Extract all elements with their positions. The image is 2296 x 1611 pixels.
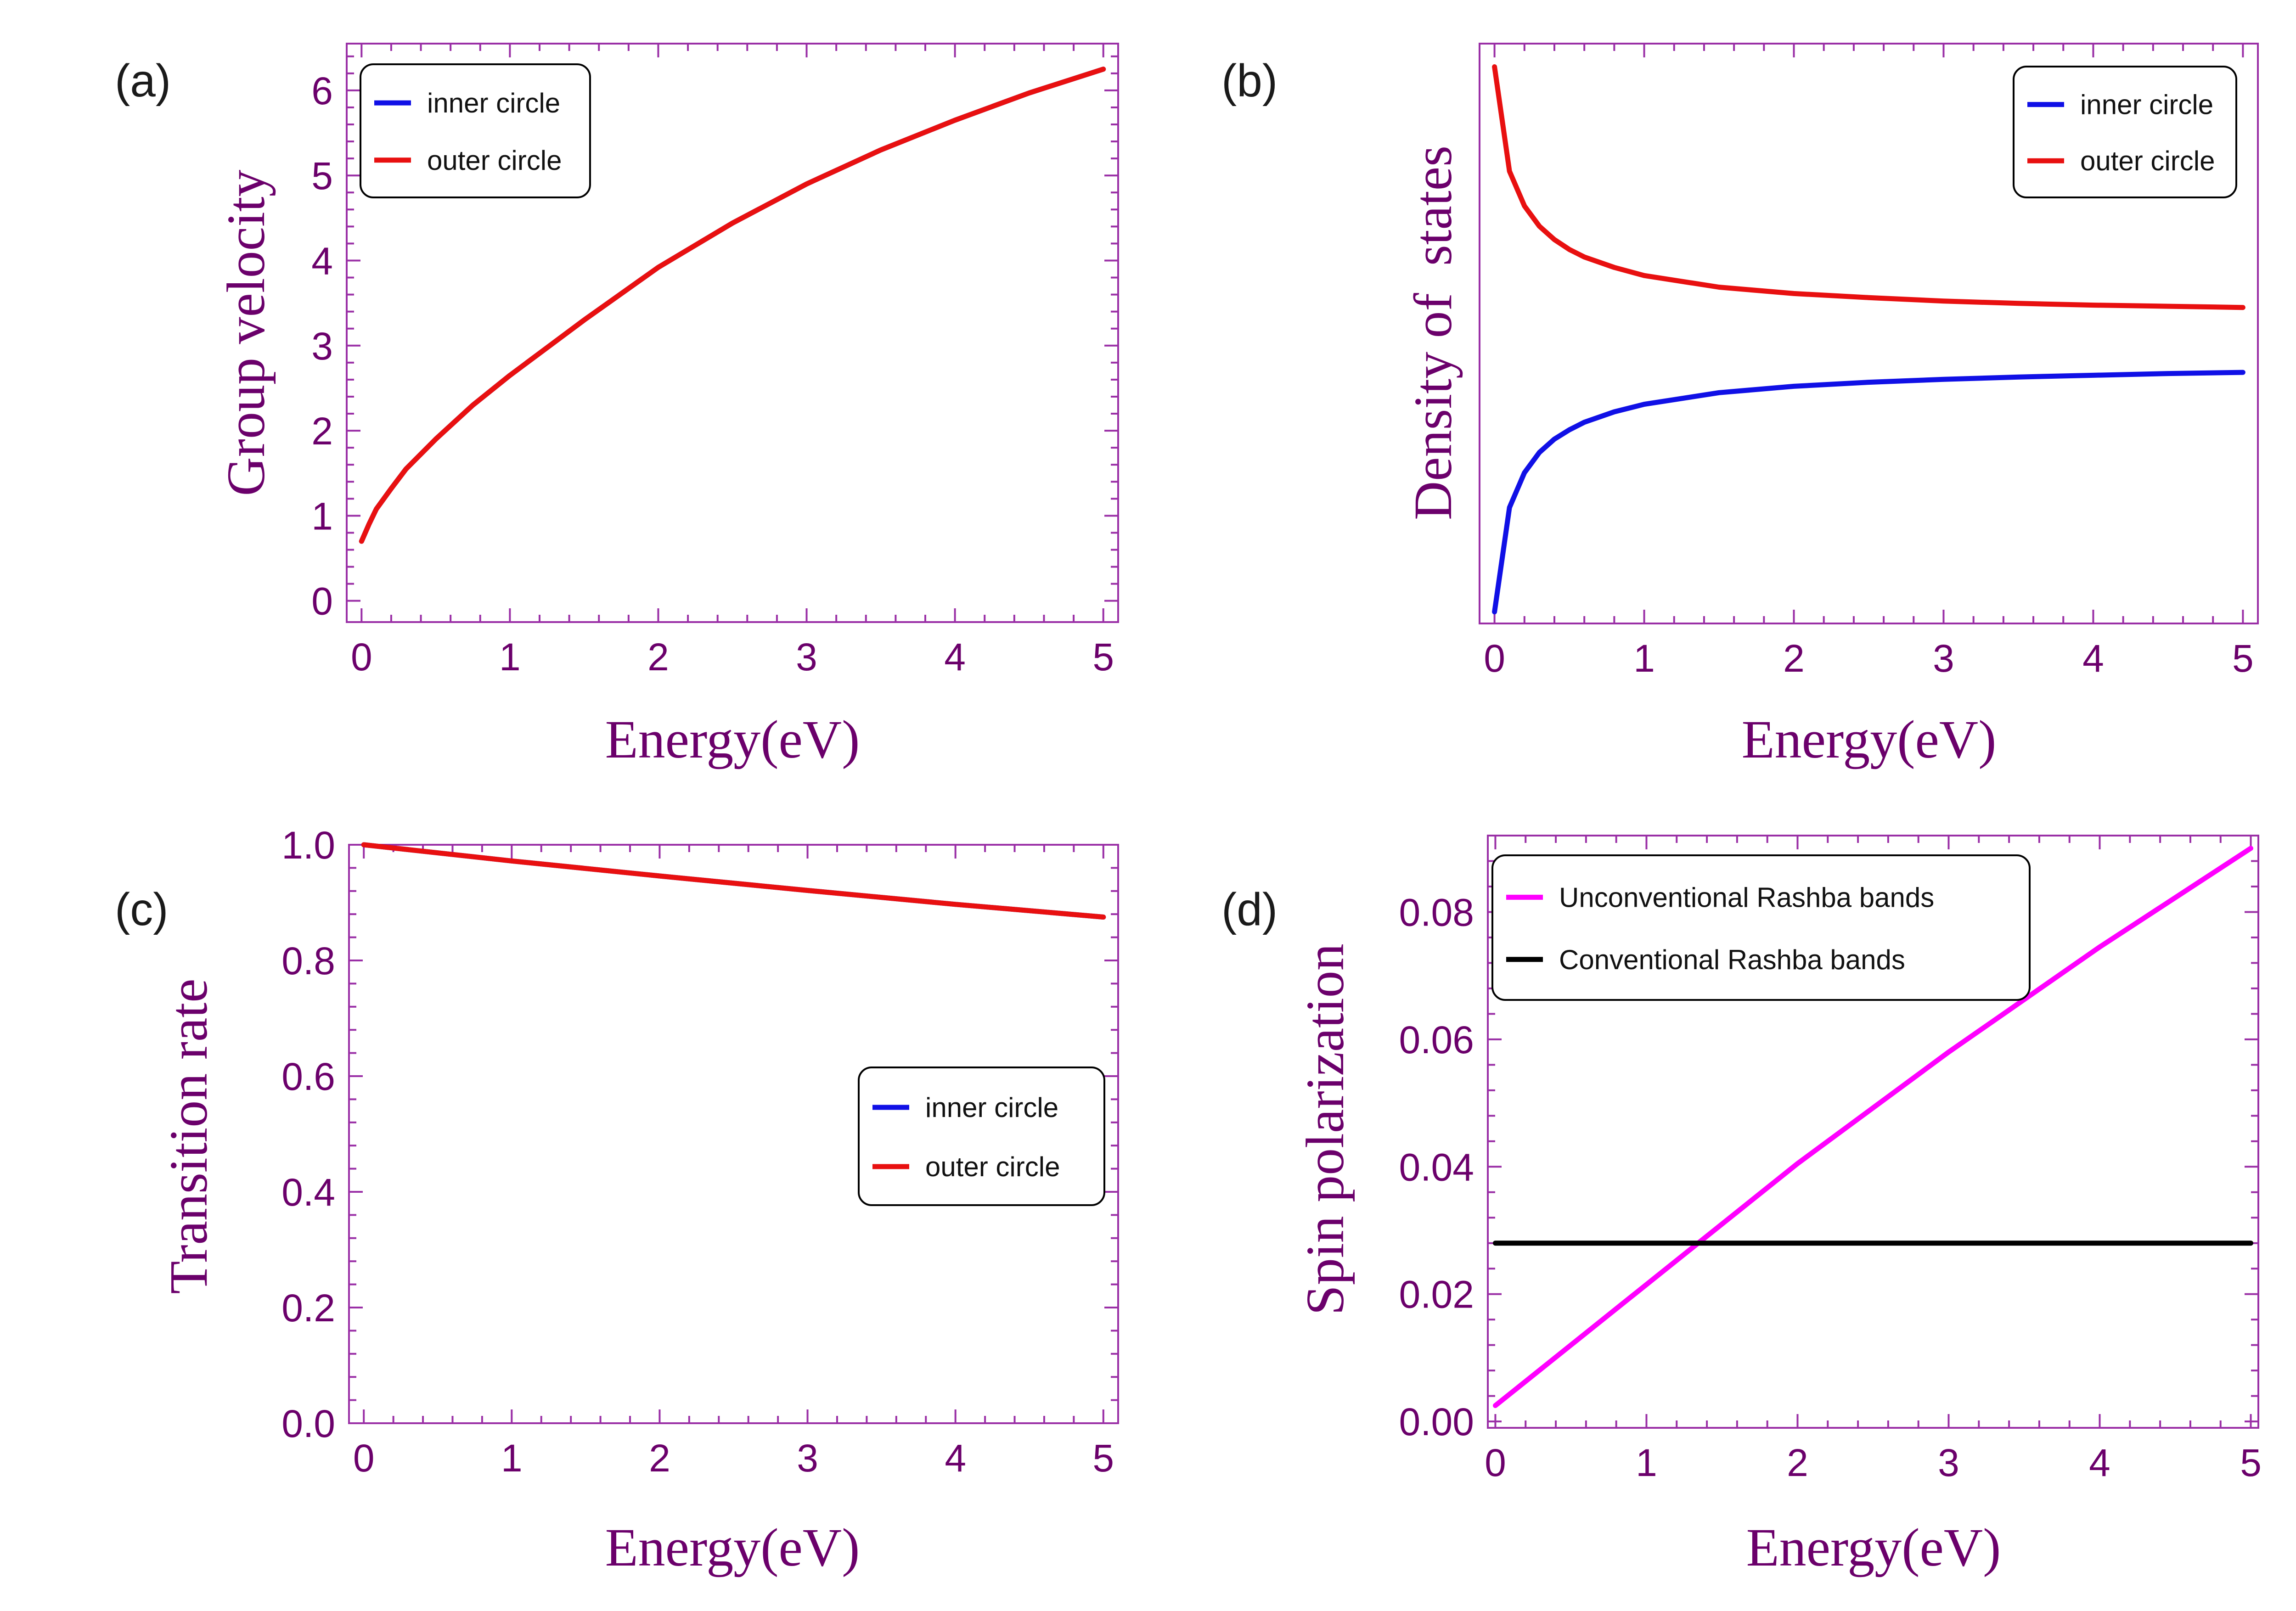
x-axis-title: Energy(eV)	[1742, 709, 1997, 769]
legend-label: outer circle	[427, 145, 562, 176]
legend-box	[2013, 66, 2237, 198]
plot-frame	[1487, 835, 2259, 1429]
y-tick-label: 0	[311, 580, 333, 623]
y-tick-label: 0.0	[281, 1402, 335, 1445]
x-tick-label: 1	[499, 635, 521, 679]
series-line-outer-circle	[359, 67, 1106, 544]
y-tick-label: 6	[311, 69, 333, 112]
series-line-inner-circle	[1492, 370, 2245, 615]
x-tick-label: 4	[944, 635, 966, 679]
x-tick-label: 2	[1787, 1441, 1808, 1484]
x-tick-label: 1	[1633, 637, 1655, 680]
series-line-outer-circle	[1492, 64, 2245, 310]
y-tick-label: 1.0	[281, 824, 335, 867]
y-tick-label: 1	[311, 494, 333, 538]
y-tick-label: 4	[311, 240, 333, 283]
x-tick-label: 5	[2232, 637, 2254, 680]
series-line-unconventional-rashba-bands	[1493, 846, 2253, 1408]
x-tick-label: 4	[945, 1437, 966, 1480]
legend: Unconventional Rashba bands Conventional …	[1491, 854, 2031, 1001]
legend-label: Conventional Rashba bands	[1559, 944, 1905, 975]
legend-box	[858, 1067, 1105, 1206]
legend-box	[1491, 854, 2031, 1001]
legend-label: inner circle	[2080, 90, 2213, 120]
panel-label: (a)	[115, 55, 171, 107]
x-tick-label: 5	[1092, 635, 1114, 679]
x-tick-label: 1	[501, 1437, 523, 1480]
x-axis-title: Energy(eV)	[1746, 1517, 2001, 1577]
panel-label: (c)	[115, 884, 169, 935]
y-tick-label: 5	[311, 154, 333, 197]
x-tick-label: 4	[2089, 1441, 2110, 1484]
y-tick-label: 2	[311, 410, 333, 453]
y-tick-label: 0.06	[1399, 1018, 1474, 1061]
legend-label: outer circle	[2080, 146, 2215, 176]
y-axis-title: Density of states	[1403, 146, 1463, 520]
x-axis-title: Energy(eV)	[605, 709, 860, 769]
x-tick-label: 3	[796, 635, 817, 679]
y-axis-title: Transition rate	[158, 978, 219, 1294]
legend: inner circle outer circle	[2013, 66, 2237, 198]
panel-c: 0 1 2 3 4 5 0.0 0.2 0.4 0.6 0.8 1.0 inner circle oute…	[115, 824, 1119, 1577]
x-tick-label: 3	[797, 1437, 818, 1480]
x-tick-label: 0	[353, 1437, 375, 1480]
legend: inner circle outer circle	[360, 63, 591, 198]
x-tick-label: 5	[2240, 1441, 2262, 1484]
plot-frame	[1479, 43, 2259, 624]
x-tick-label: 2	[649, 1437, 670, 1480]
legend-box	[360, 63, 591, 198]
plot-frame	[348, 844, 1119, 1424]
legend-label: inner circle	[427, 88, 560, 118]
y-tick-label: 0.4	[281, 1171, 335, 1214]
x-tick-label: 3	[1938, 1441, 1959, 1484]
panel-label: (d)	[1221, 884, 1277, 935]
x-tick-label: 2	[1783, 637, 1805, 680]
legend: inner circle outer circle	[858, 1067, 1105, 1206]
y-tick-label: 0.8	[281, 939, 335, 982]
x-tick-label: 2	[647, 635, 669, 679]
y-tick-label: 0.04	[1399, 1145, 1474, 1189]
x-tick-label: 4	[2082, 637, 2104, 680]
x-tick-label: 0	[351, 635, 372, 679]
y-tick-label: 0.00	[1399, 1400, 1474, 1443]
legend-label: Unconventional Rashba bands	[1559, 882, 1934, 913]
x-tick-label: 0	[1485, 1441, 1506, 1484]
x-tick-label: 3	[1933, 637, 1954, 680]
y-tick-label: 3	[311, 325, 333, 368]
panel-a: 0 1 2 3 4 5 0 1 2 3 4 5 6 inner circle outer circle Ene…	[115, 43, 1119, 769]
y-axis-title: Group velocity	[216, 169, 276, 496]
panel-b: 0 1 2 3 4 5 inner circle outer circle Energy(eV)…	[1221, 43, 2259, 769]
panel-d: 0 1 2 3 4 5 0.00 0.02 0.04 0.06 0.08 Unconventional…	[1221, 835, 2262, 1577]
x-tick-label: 5	[1092, 1437, 1114, 1480]
y-tick-label: 0.08	[1399, 891, 1474, 934]
y-axis-title: Spin polarization	[1295, 943, 1355, 1315]
x-tick-label: 0	[1484, 637, 1505, 680]
series-line-outer-circle	[361, 842, 1106, 920]
y-tick-label: 0.02	[1399, 1273, 1474, 1316]
legend-label: inner circle	[925, 1092, 1058, 1123]
plot-frame	[346, 43, 1119, 623]
y-tick-label: 0.6	[281, 1055, 335, 1098]
panel-label: (b)	[1221, 55, 1277, 107]
x-axis-title: Energy(eV)	[605, 1517, 860, 1577]
legend-label: outer circle	[925, 1151, 1060, 1182]
y-tick-label: 0.2	[281, 1286, 335, 1330]
x-tick-label: 1	[1636, 1441, 1657, 1484]
